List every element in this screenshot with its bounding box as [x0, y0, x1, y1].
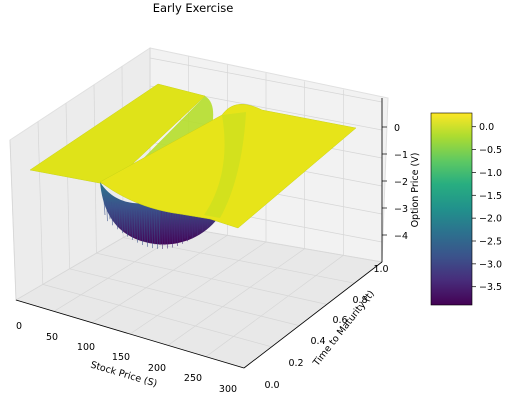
- grid-line: [91, 235, 228, 323]
- surface-spike: [156, 209, 158, 249]
- x-tick-label: 150: [112, 352, 130, 363]
- colorbar-gradient: [430, 112, 473, 306]
- surface-spike: [126, 205, 128, 237]
- surface-spike: [108, 201, 111, 220]
- z-tick-label: −2: [394, 177, 408, 188]
- surface-green-band: [204, 112, 246, 218]
- surface-spike: [176, 208, 178, 246]
- z-tick-label: −1: [394, 150, 408, 161]
- surface-spike: [121, 204, 123, 234]
- surface-spike: [118, 204, 121, 228]
- surface-spike: [148, 209, 151, 244]
- surface-spike: [166, 209, 168, 249]
- surface-spike: [158, 209, 161, 245]
- surface-spike: [146, 209, 148, 247]
- grid-line: [149, 57, 383, 103]
- x-tick-label: 100: [77, 342, 95, 353]
- surface-spike: [161, 209, 163, 249]
- x-tick-label: 0: [16, 321, 22, 332]
- colorbar-tick-label: −1.5: [479, 191, 502, 202]
- colorbar-tick-label: −3.5: [479, 282, 502, 293]
- grid-line: [205, 255, 344, 357]
- x-tick-label: 200: [148, 363, 166, 374]
- surface-spike: [103, 199, 106, 216]
- surface-spike: [151, 209, 153, 249]
- surface-spike: [136, 207, 138, 243]
- surface-spike: [106, 200, 108, 222]
- z-axis-label: Option Price (V): [410, 153, 421, 228]
- surface-spike: [141, 208, 143, 245]
- surface-plot: [29, 83, 357, 249]
- surface-spike: [111, 202, 113, 226]
- surface-spike: [116, 203, 118, 230]
- x-ticks: 0 50 100 150 200 250 300: [16, 321, 237, 395]
- surface-spike: [128, 206, 131, 235]
- colorbar-tick-label: −2.0: [479, 214, 502, 225]
- z-tick-label: 0: [394, 123, 400, 134]
- x-tick-label: 300: [219, 384, 237, 395]
- colorbar-tick-label: −2.5: [479, 237, 502, 248]
- colorbar-tick-label: 0.0: [479, 122, 494, 133]
- surface-spike: [143, 208, 146, 242]
- grid-line: [42, 284, 272, 348]
- colorbar: 0.0 −0.5 −1.0 −1.5 −2.0 −2.5 −3.0 −3.5: [430, 112, 502, 306]
- surface-spike: [123, 205, 126, 231]
- z-tick-label: −4: [394, 231, 408, 242]
- surface-spike: [113, 202, 116, 224]
- y-tick-label: 1.0: [373, 264, 388, 275]
- colorbar-tick-label: −1.0: [479, 168, 502, 179]
- y-tick-label: 0.4: [310, 336, 325, 347]
- z-axis: 0 −1 −2 −3 −4 Option Price (V): [381, 98, 421, 262]
- grid-line: [69, 268, 300, 326]
- z-tick-label: −3: [394, 204, 408, 215]
- surface-spike: [168, 209, 171, 245]
- surface-spike: [133, 207, 136, 238]
- y-axis-line: [243, 261, 383, 369]
- y-tick-label: 0.2: [288, 358, 303, 369]
- grid-line: [9, 139, 17, 301]
- x-tick-label: 50: [46, 332, 58, 343]
- z-ticks: 0 −1 −2 −3 −4: [382, 123, 408, 242]
- grid-line: [123, 237, 355, 284]
- colorbar-tick-label: −0.5: [479, 145, 502, 156]
- y-tick-label: 0.8: [352, 295, 367, 306]
- grid-line: [37, 121, 44, 285]
- grid-line: [96, 252, 327, 305]
- chart-title: Early Exercise: [153, 1, 234, 15]
- surface-spike: [171, 209, 173, 248]
- surface-spike: [153, 209, 156, 245]
- grid-line: [129, 241, 267, 335]
- x-tick-label: 250: [184, 373, 202, 384]
- x-axis-line: [15, 299, 245, 369]
- surface-spike: [138, 208, 141, 240]
- colorbar-ticks: 0.0 −0.5 −1.0 −1.5 −2.0 −2.5 −3.0 −3.5: [472, 122, 502, 293]
- surface-spike: [163, 209, 166, 245]
- y-ticks: 0.0 0.2 0.4 0.6 0.8 1.0: [264, 264, 388, 391]
- y-tick-label: 0.0: [264, 380, 279, 391]
- y-tick-label: 0.6: [332, 315, 347, 326]
- colorbar-tick-label: −3.0: [479, 259, 502, 270]
- grid-line: [167, 248, 305, 346]
- surface-spike: [131, 206, 133, 240]
- grid-line: [65, 103, 70, 269]
- surface-spike: [173, 209, 176, 243]
